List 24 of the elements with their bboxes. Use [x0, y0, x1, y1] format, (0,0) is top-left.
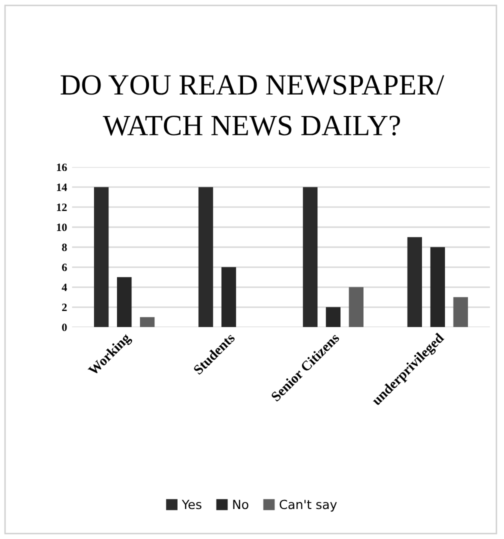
legend-label: Yes — [182, 500, 202, 510]
bar — [453, 297, 468, 328]
y-tick-label: 6 — [62, 264, 67, 272]
y-tick-label: 12 — [56, 204, 67, 211]
chart-title: DO YOU READ NEWSPAPER/ WATCH NEWS DAILY? — [60, 75, 444, 136]
bar — [198, 187, 214, 328]
y-tick-label: 4 — [62, 284, 68, 292]
y-tick-label: 10 — [56, 224, 67, 232]
y-tick-label: 2 — [62, 304, 67, 312]
bar — [430, 247, 445, 328]
bar — [221, 267, 236, 328]
y-tick-label: 8 — [62, 244, 67, 252]
y-tick-label: 16 — [56, 164, 67, 172]
bar — [326, 307, 341, 328]
y-tick-label: 0 — [62, 324, 67, 332]
legend-label: Can't say — [280, 500, 337, 512]
bar — [407, 237, 422, 328]
bar — [94, 187, 109, 328]
bar — [302, 187, 318, 328]
bar — [348, 287, 364, 328]
bar — [140, 317, 155, 328]
legend-label: No — [233, 500, 248, 510]
bar — [116, 277, 132, 328]
y-tick-label: 14 — [56, 184, 68, 191]
